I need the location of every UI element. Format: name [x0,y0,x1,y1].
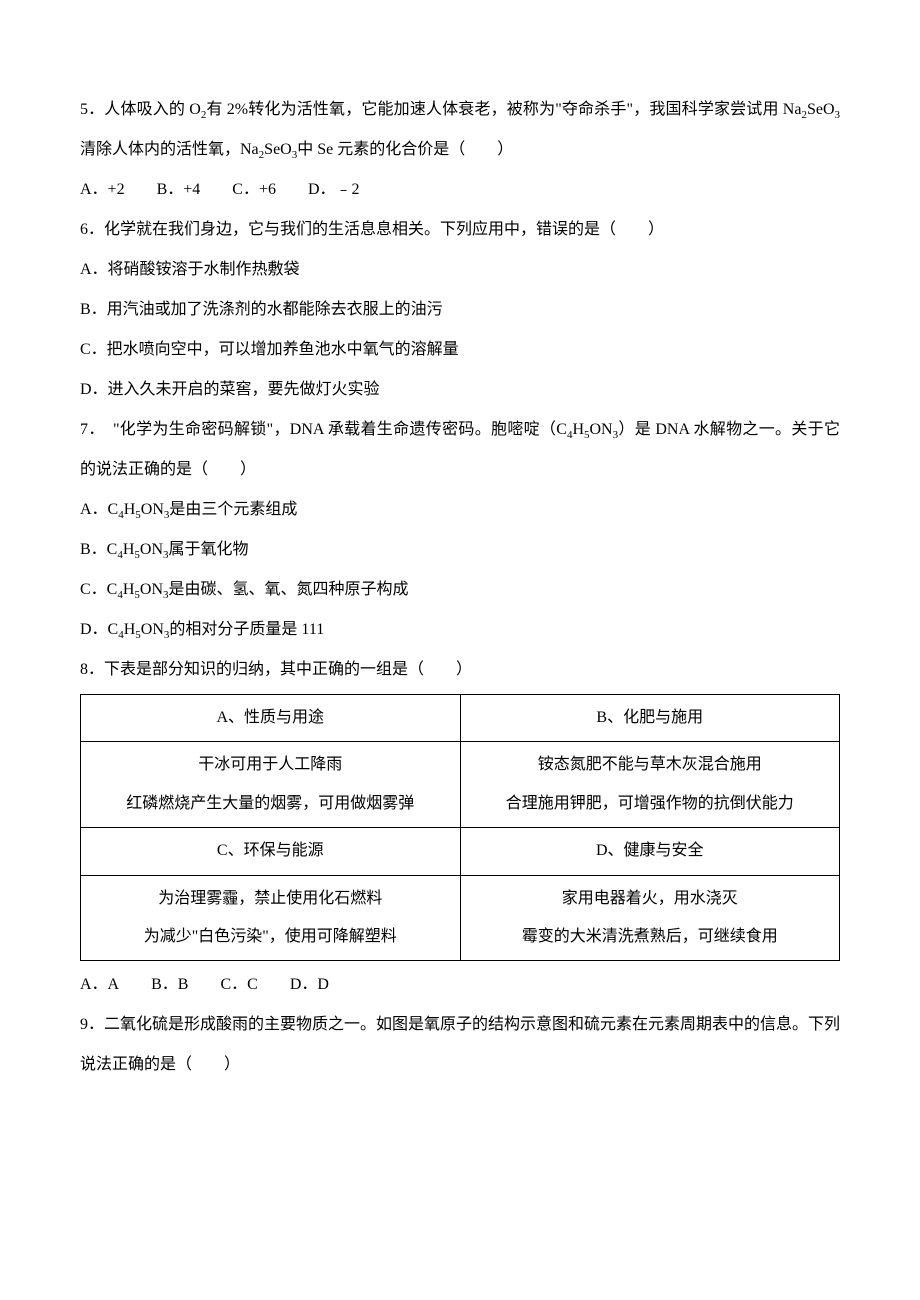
q7-option-d: D．C4H5ON3的相对分子质量是 111 [80,610,840,650]
q6-option-a: A．将硝酸铵溶于水制作热敷袋 [80,250,840,290]
q7a-on: ON [141,501,164,518]
question-5-text: 5．人体吸入的 O2有 2%转化为活性氧，它能加速人体衰老，被称为"夺命杀手"，… [80,90,840,170]
q7b-pre: B．C [80,541,117,558]
table-cell-b-content: 铵态氮肥不能与草木灰混合施用 合理施用钾肥，可增强作物的抗倒伏能力 [460,742,840,828]
q7c-on: ON [140,581,163,598]
question-8: 8．下表是部分知识的归纳，其中正确的一组是（ ） A、性质与用途 B、化肥与施用… [80,650,840,1005]
q7b-h: H [123,541,135,558]
q7b-on: ON [140,541,163,558]
q6-option-c: C．把水喷向空中，可以增加养鱼池水中氧气的溶解量 [80,330,840,370]
question-6-text: 6．化学就在我们身边，它与我们的生活息息相关。下列应用中，错误的是（ ） [80,210,840,250]
q6-option-d: D．进入久未开启的菜窖，要先做灯火实验 [80,370,840,410]
q5-option-d: D．﹣2 [308,181,360,198]
q6-option-b: B．用汽油或加了洗涤剂的水都能除去衣服上的油污 [80,290,840,330]
cell-c-line1: 为治理雾霾，禁止使用化石燃料 [89,880,452,918]
q7c-h: H [123,581,135,598]
q7-option-b: B．C4H5ON3属于氧化物 [80,530,840,570]
q5-text-4: 清除人体内的活性氧，Na [80,141,259,158]
question-9: 9．二氧化硫是形成酸雨的主要物质之一。如图是氧原子的结构示意图和硫元素在元素周期… [80,1005,840,1085]
q7-text-2: H [572,421,584,438]
question-8-text: 8．下表是部分知识的归纳，其中正确的一组是（ ） [80,650,840,690]
q7a-h: H [124,501,136,518]
q7-text-1: 7． "化学为生命密码解锁"，DNA 承载着生命遗传密码。胞嘧啶（C [80,421,567,438]
q5-text-5: SeO [264,141,292,158]
question-5-options: A．+2 B．+4 C．+6 D．﹣2 [80,170,840,210]
question-7: 7． "化学为生命密码解锁"，DNA 承载着生命遗传密码。胞嘧啶（C4H5ON3… [80,410,840,650]
q5-text-6: 中 Se 元素的化合价是（ ） [297,141,513,158]
table-cell-b-header: B、化肥与施用 [460,695,840,742]
cell-a-line2: 红磷燃烧产生大量的烟雾，可用做烟雾弹 [89,785,452,823]
q8-option-d: D．D [290,976,329,993]
q5-option-b: B．+4 [157,181,201,198]
table-cell-c-header: C、环保与能源 [81,828,461,875]
q7b-post: 属于氧化物 [169,541,249,558]
cell-d-line1: 家用电器着火，用水浇灭 [469,880,832,918]
cell-c-line2: 为减少"白色污染"，使用可降解塑料 [89,918,452,956]
q7d-post: 的相对分子质量是 111 [169,621,324,638]
table-cell-a-content: 干冰可用于人工降雨 红磷燃烧产生大量的烟雾，可用做烟雾弹 [81,742,461,828]
q7a-pre: A．C [80,501,118,518]
q7a-post: 是由三个元素组成 [169,501,297,518]
q7d-pre: D．C [80,621,118,638]
cell-a-line1: 干冰可用于人工降雨 [89,746,452,784]
q5-text-1: 5．人体吸入的 O [80,101,201,118]
table-cell-d-content: 家用电器着火，用水浇灭 霉变的大米清洗煮熟后，可继续食用 [460,875,840,961]
q7-option-a: A．C4H5ON3是由三个元素组成 [80,490,840,530]
cell-b-line1: 铵态氮肥不能与草木灰混合施用 [469,746,832,784]
question-6: 6．化学就在我们身边，它与我们的生活息息相关。下列应用中，错误的是（ ） A．将… [80,210,840,410]
table-cell-a-header: A、性质与用途 [81,695,461,742]
sub-3: 3 [835,109,841,121]
question-5: 5．人体吸入的 O2有 2%转化为活性氧，它能加速人体衰老，被称为"夺命杀手"，… [80,90,840,210]
table-cell-d-header: D、健康与安全 [460,828,840,875]
q5-option-c: C．+6 [232,181,276,198]
q5-option-a: A．+2 [80,181,125,198]
q5-text-3: SeO [807,101,835,118]
question-8-options: A．A B．B C．C D．D [80,965,840,1005]
q7c-post: 是由碳、氢、氧、氮四种原子构成 [169,581,409,598]
question-9-text: 9．二氧化硫是形成酸雨的主要物质之一。如图是氧原子的结构示意图和硫元素在元素周期… [80,1005,840,1085]
cell-b-line2: 合理施用钾肥，可增强作物的抗倒伏能力 [469,785,832,823]
q7-option-c: C．C4H5ON3是由碳、氢、氧、氮四种原子构成 [80,570,840,610]
q7c-pre: C．C [80,581,117,598]
question-8-table: A、性质与用途 B、化肥与施用 干冰可用于人工降雨 红磷燃烧产生大量的烟雾，可用… [80,694,840,961]
cell-d-line2: 霉变的大米清洗煮熟后，可继续食用 [469,918,832,956]
q7d-h: H [124,621,136,638]
q8-option-a: A．A [80,976,119,993]
q7d-on: ON [141,621,164,638]
q7-text-3: ON [590,421,613,438]
question-7-text: 7． "化学为生命密码解锁"，DNA 承载着生命遗传密码。胞嘧啶（C4H5ON3… [80,410,840,490]
q8-option-b: B．B [151,976,188,993]
q5-text-2: 有 2%转化为活性氧，它能加速人体衰老，被称为"夺命杀手"，我国科学家尝试用 N… [206,101,801,118]
q8-option-c: C．C [220,976,257,993]
table-cell-c-content: 为治理雾霾，禁止使用化石燃料 为减少"白色污染"，使用可降解塑料 [81,875,461,961]
